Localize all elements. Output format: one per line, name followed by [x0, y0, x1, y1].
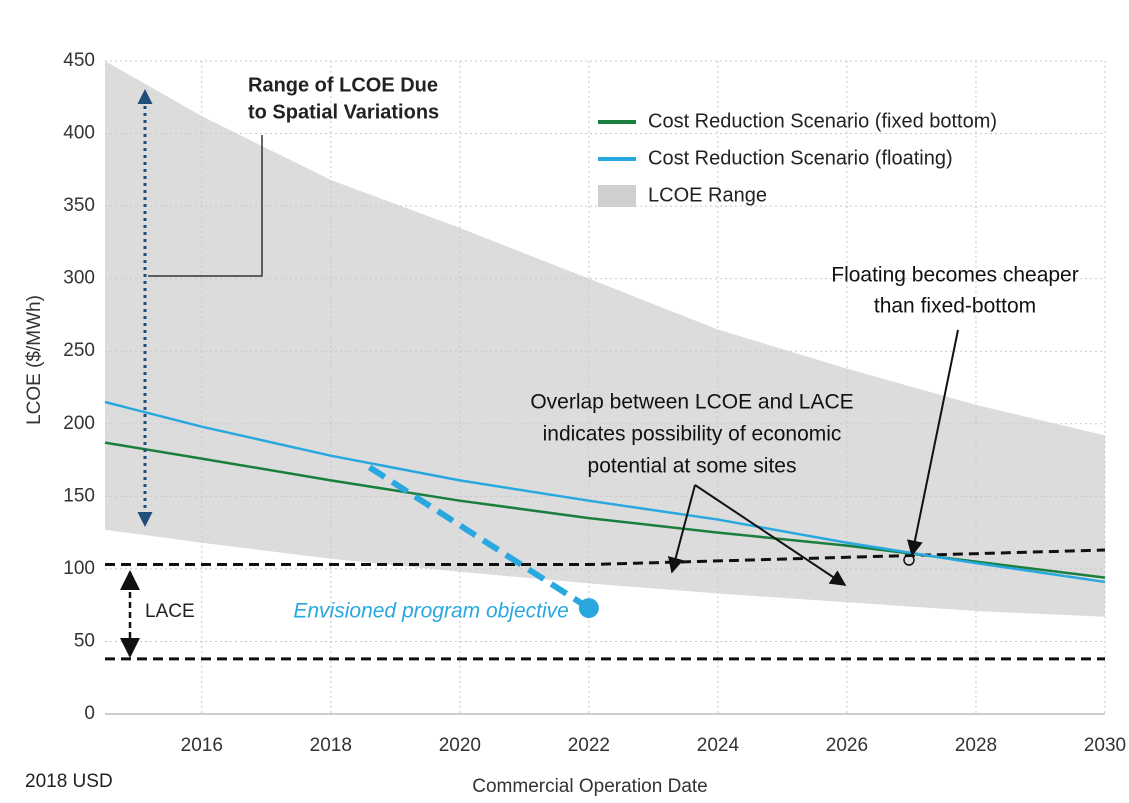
- annotation: Floating becomes cheaper: [831, 264, 1078, 287]
- y-tick-label: 100: [63, 558, 95, 579]
- y-axis-label: LCOE ($/MWh): [24, 295, 45, 425]
- y-tick-label: 400: [63, 123, 95, 144]
- y-tick-label: 50: [74, 630, 95, 651]
- x-tick-label: 2030: [1084, 735, 1126, 756]
- legend-label: Cost Reduction Scenario (fixed bottom): [648, 110, 997, 132]
- x-tick-label: 2026: [826, 735, 868, 756]
- y-tick-label: 200: [63, 413, 95, 434]
- lace-label: LACE: [145, 601, 195, 622]
- annotation: to Spatial Variations: [248, 101, 439, 123]
- objective-label: Envisioned program objective: [293, 600, 568, 623]
- overlap-arrow: [667, 484, 696, 574]
- x-tick-label: 2016: [181, 735, 223, 756]
- crossover-marker: [903, 554, 915, 566]
- range-area: [105, 61, 1105, 617]
- annotation: Overlap between LCOE and LACE: [530, 391, 853, 414]
- annotations: Envisioned program objective LACE Cost Red…: [145, 74, 1079, 622]
- y-tick-label: 250: [63, 340, 95, 361]
- x-tick-label: 2020: [439, 735, 481, 756]
- y-tick-label: 350: [63, 195, 95, 216]
- objective-line: [367, 464, 591, 611]
- x-tick-label: 2024: [697, 735, 740, 756]
- crossover-arrow: [907, 329, 959, 557]
- legend-label: Cost Reduction Scenario (floating): [648, 147, 953, 169]
- x-axis-label: Commercial Operation Date: [472, 776, 707, 797]
- series-line: [104, 400, 1106, 584]
- y-tick-label: 150: [63, 485, 95, 506]
- annotation: potential at some sites: [588, 455, 797, 478]
- footnote: 2018 USD: [25, 771, 113, 792]
- lace-line: [105, 548, 1106, 567]
- annotation: than fixed-bottom: [874, 295, 1036, 318]
- annotation: Range of LCOE Due: [248, 74, 438, 96]
- x-tick-label: 2018: [310, 735, 352, 756]
- y-tick-label: 450: [63, 50, 95, 71]
- y-tick-label: 0: [84, 703, 95, 724]
- x-tick-label: 2022: [568, 735, 610, 756]
- annotation: indicates possibility of economic: [543, 423, 842, 446]
- bracket: [148, 135, 263, 277]
- legend-swatch: [598, 185, 636, 207]
- x-tick-label: 2028: [955, 735, 997, 756]
- legend-label: LCOE Range: [648, 184, 767, 206]
- plot-area: [104, 60, 1106, 715]
- y-tick-label: 300: [63, 268, 95, 289]
- overlap-arrow: [694, 484, 847, 586]
- objective-point: [578, 598, 599, 619]
